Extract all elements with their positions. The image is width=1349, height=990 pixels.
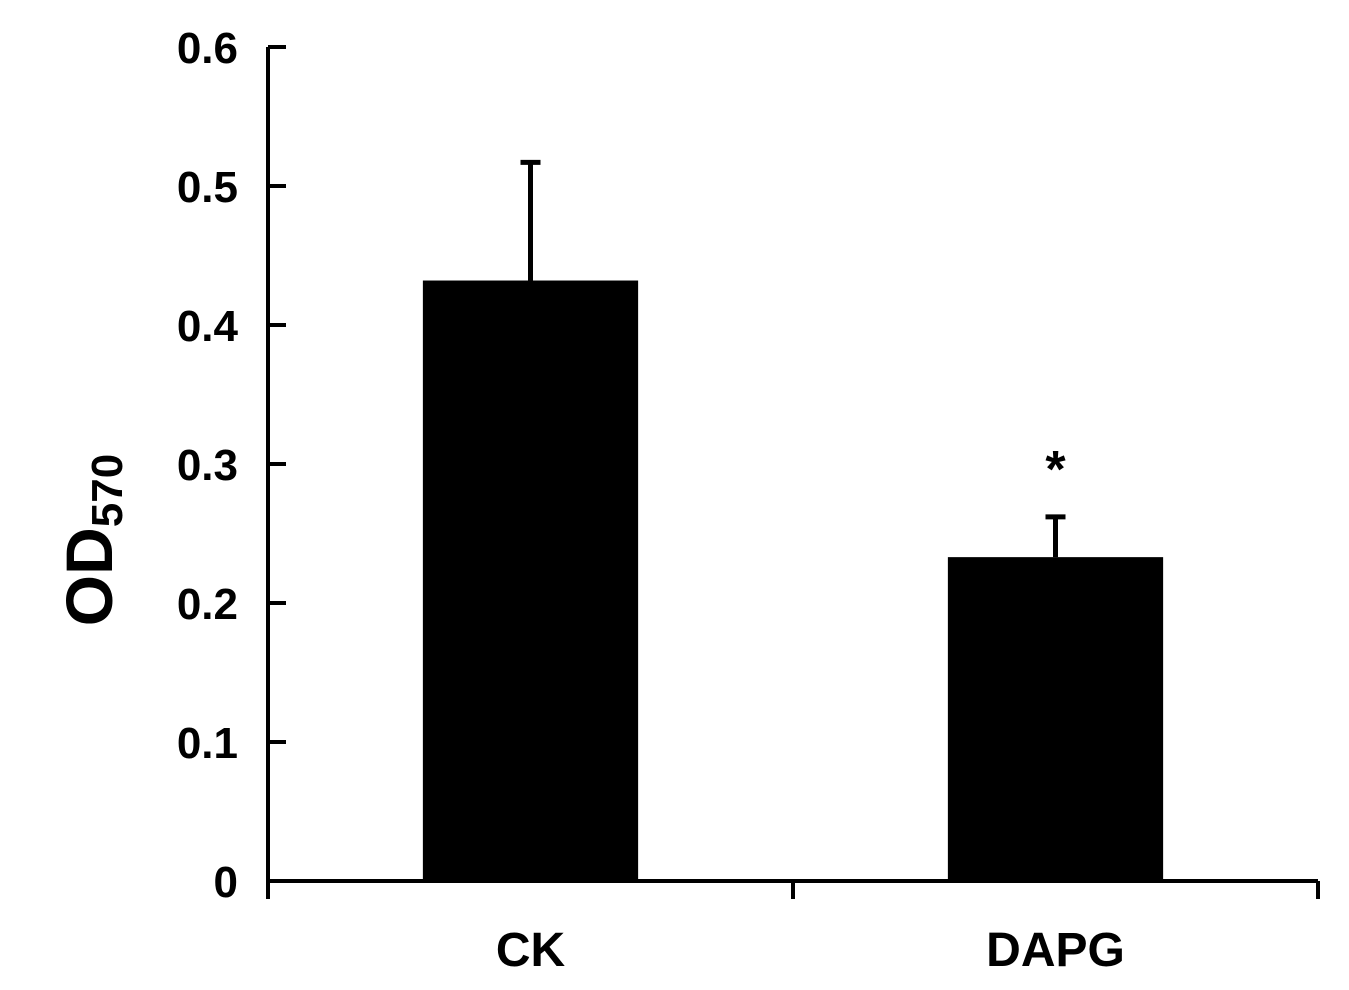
y-tick-label: 0.5 (177, 163, 238, 212)
y-tick-label: 0.3 (177, 441, 238, 490)
x-tick-label-dapg: DAPG (986, 924, 1125, 977)
bar-ck (422, 280, 639, 881)
y-tick-label: 0.1 (177, 719, 238, 768)
y-tick-label: 0 (214, 858, 238, 907)
y-axis: 0 0.1 0.2 0.3 0.4 0.5 0.6 (177, 24, 286, 907)
annotations: * (1045, 441, 1066, 499)
x-axis: CK DAPG (266, 879, 1320, 977)
y-tick-label: 0.4 (177, 302, 239, 351)
y-axis-label-subscript: 570 (83, 454, 132, 527)
significance-marker: * (1045, 441, 1066, 499)
error-bars (520, 159, 1066, 558)
y-tick-label: 0.2 (177, 580, 238, 629)
bar-dapg (947, 557, 1164, 881)
bars (422, 280, 1164, 881)
x-tick-label-ck: CK (496, 924, 566, 977)
y-tick-label: 0.6 (177, 24, 238, 73)
y-axis-label-main: OD (52, 527, 126, 626)
y-axis-label: OD570 (52, 454, 132, 626)
